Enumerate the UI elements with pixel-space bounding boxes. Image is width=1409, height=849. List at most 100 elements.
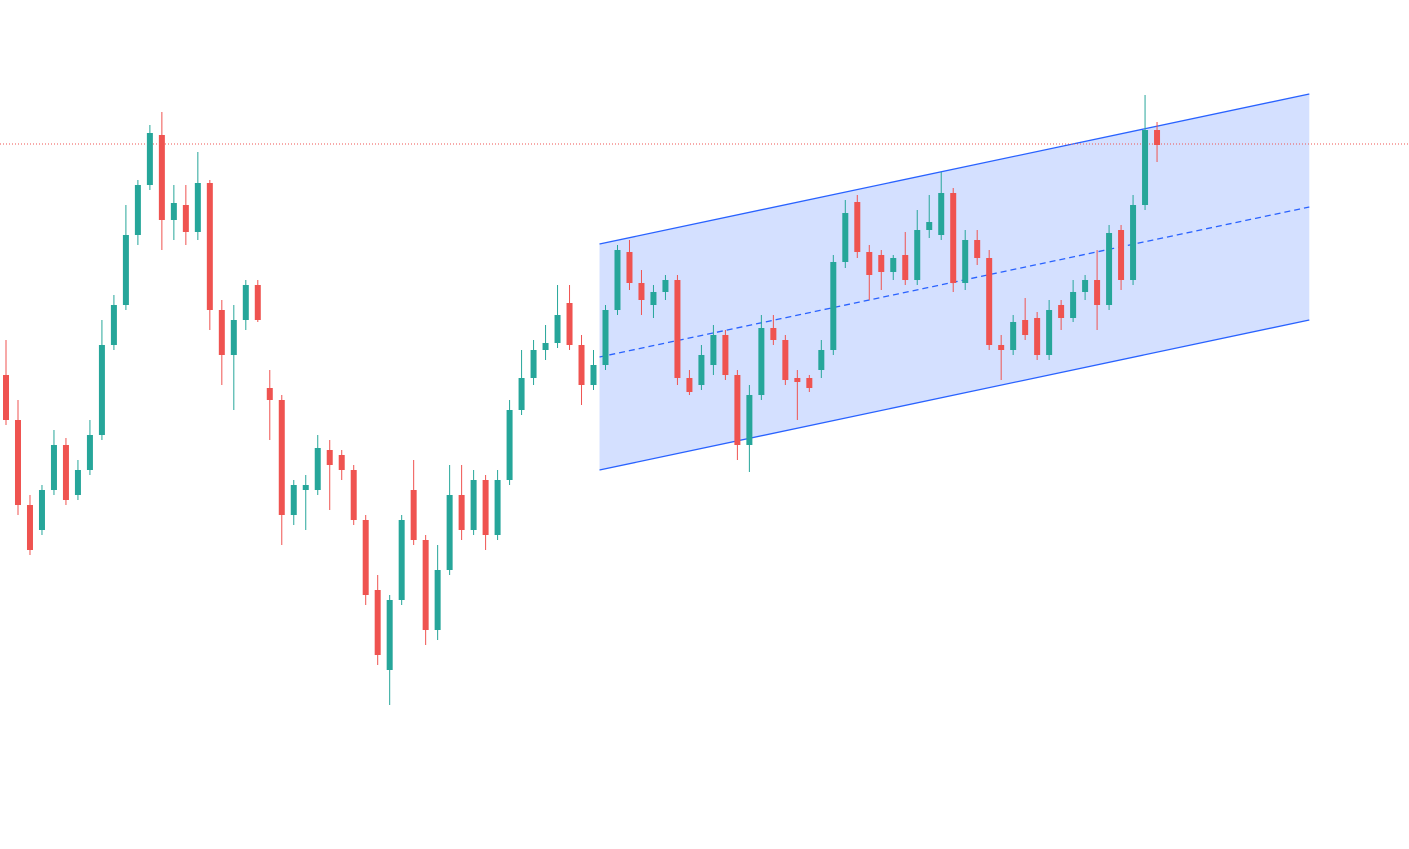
candle-body bbox=[482, 480, 489, 535]
candle-body bbox=[638, 283, 645, 300]
candle-body bbox=[530, 350, 537, 378]
candle-body bbox=[830, 262, 837, 350]
candle-body bbox=[782, 340, 789, 380]
candle-body bbox=[1082, 280, 1089, 292]
channel-lower bbox=[599, 319, 1310, 471]
candle-body bbox=[1130, 205, 1137, 280]
candle-body bbox=[1010, 322, 1017, 350]
candle-body bbox=[194, 183, 201, 232]
candle-body bbox=[914, 230, 921, 280]
candle-body bbox=[986, 258, 993, 345]
candle-body bbox=[602, 310, 609, 365]
candle-body bbox=[110, 305, 117, 345]
candle-body bbox=[230, 320, 237, 355]
candle-body bbox=[590, 365, 597, 385]
candle-body bbox=[818, 350, 825, 370]
candle-body bbox=[698, 355, 705, 385]
candle-body bbox=[26, 505, 33, 550]
candle-body bbox=[1046, 310, 1053, 355]
candle-body bbox=[3, 375, 9, 420]
candle-body bbox=[14, 420, 21, 505]
candle-body bbox=[470, 480, 477, 530]
candle-body bbox=[794, 378, 801, 382]
candle-body bbox=[578, 345, 585, 385]
candle-body bbox=[314, 448, 321, 490]
candle-body bbox=[974, 240, 981, 258]
candle-body bbox=[662, 280, 669, 292]
candle-body bbox=[938, 193, 945, 235]
candle-body bbox=[1094, 280, 1101, 305]
candle-body bbox=[890, 258, 897, 272]
candle-body bbox=[146, 133, 153, 185]
candle-body bbox=[566, 303, 573, 345]
candle-body bbox=[542, 343, 549, 350]
candle-body bbox=[86, 435, 93, 470]
candle-body bbox=[458, 495, 465, 530]
candle-body bbox=[218, 310, 225, 355]
candle-body bbox=[62, 445, 69, 500]
candle-body bbox=[446, 495, 453, 570]
candle-body bbox=[170, 203, 177, 220]
candle-body bbox=[866, 252, 873, 275]
candle-body bbox=[650, 292, 657, 305]
candle-body bbox=[338, 455, 345, 470]
candle-body bbox=[266, 388, 273, 400]
candle-body bbox=[806, 378, 813, 388]
candle-body bbox=[854, 202, 861, 252]
candle-body bbox=[374, 590, 381, 655]
candle-body bbox=[362, 520, 369, 595]
candle-body bbox=[626, 252, 633, 283]
candle-body bbox=[350, 470, 357, 520]
candle-body bbox=[134, 185, 141, 235]
candle-body bbox=[242, 285, 249, 320]
candle-body bbox=[1058, 305, 1065, 318]
candle-body bbox=[962, 240, 969, 283]
candle-body bbox=[686, 378, 693, 392]
candle-body bbox=[50, 445, 57, 490]
candle-body bbox=[734, 375, 741, 445]
candle-body bbox=[758, 328, 765, 395]
candle-body bbox=[98, 345, 105, 435]
candle-body bbox=[1118, 230, 1125, 280]
candle-body bbox=[1142, 130, 1149, 205]
candle-body bbox=[770, 328, 777, 340]
candle-body bbox=[254, 285, 261, 320]
candle-body bbox=[422, 540, 429, 630]
candle-body bbox=[518, 378, 525, 410]
candle-body bbox=[1034, 318, 1041, 355]
candle-body bbox=[410, 490, 417, 540]
candle-body bbox=[302, 485, 309, 490]
candle-body bbox=[1154, 130, 1161, 145]
candle-body bbox=[950, 193, 957, 283]
candle-body bbox=[614, 250, 621, 310]
candle-body bbox=[902, 255, 909, 280]
candle-body bbox=[1070, 292, 1077, 318]
candle-body bbox=[878, 255, 885, 272]
candle-body bbox=[746, 395, 753, 445]
candle-body bbox=[434, 570, 441, 630]
candle-body bbox=[1022, 320, 1029, 335]
channel-upper bbox=[599, 93, 1310, 245]
candle-body bbox=[38, 490, 45, 530]
candle-body bbox=[158, 135, 165, 220]
candle-body bbox=[506, 410, 513, 480]
candle-body bbox=[326, 450, 333, 465]
candle-body bbox=[182, 205, 189, 232]
candle-body bbox=[278, 400, 285, 515]
candle-body bbox=[710, 335, 717, 365]
candle-body bbox=[386, 600, 393, 670]
candle-body bbox=[122, 235, 129, 305]
candle-body bbox=[290, 485, 297, 515]
candle-body bbox=[494, 480, 501, 535]
candle-body bbox=[842, 213, 849, 262]
candle-body bbox=[674, 280, 681, 378]
candle-body bbox=[722, 335, 729, 375]
candle-body bbox=[398, 520, 405, 600]
candle-body bbox=[206, 183, 213, 310]
candle-body bbox=[74, 470, 81, 495]
candle-body bbox=[554, 315, 561, 343]
candle-body bbox=[1106, 233, 1113, 305]
candle-body bbox=[998, 345, 1005, 350]
candle-body bbox=[926, 222, 933, 230]
